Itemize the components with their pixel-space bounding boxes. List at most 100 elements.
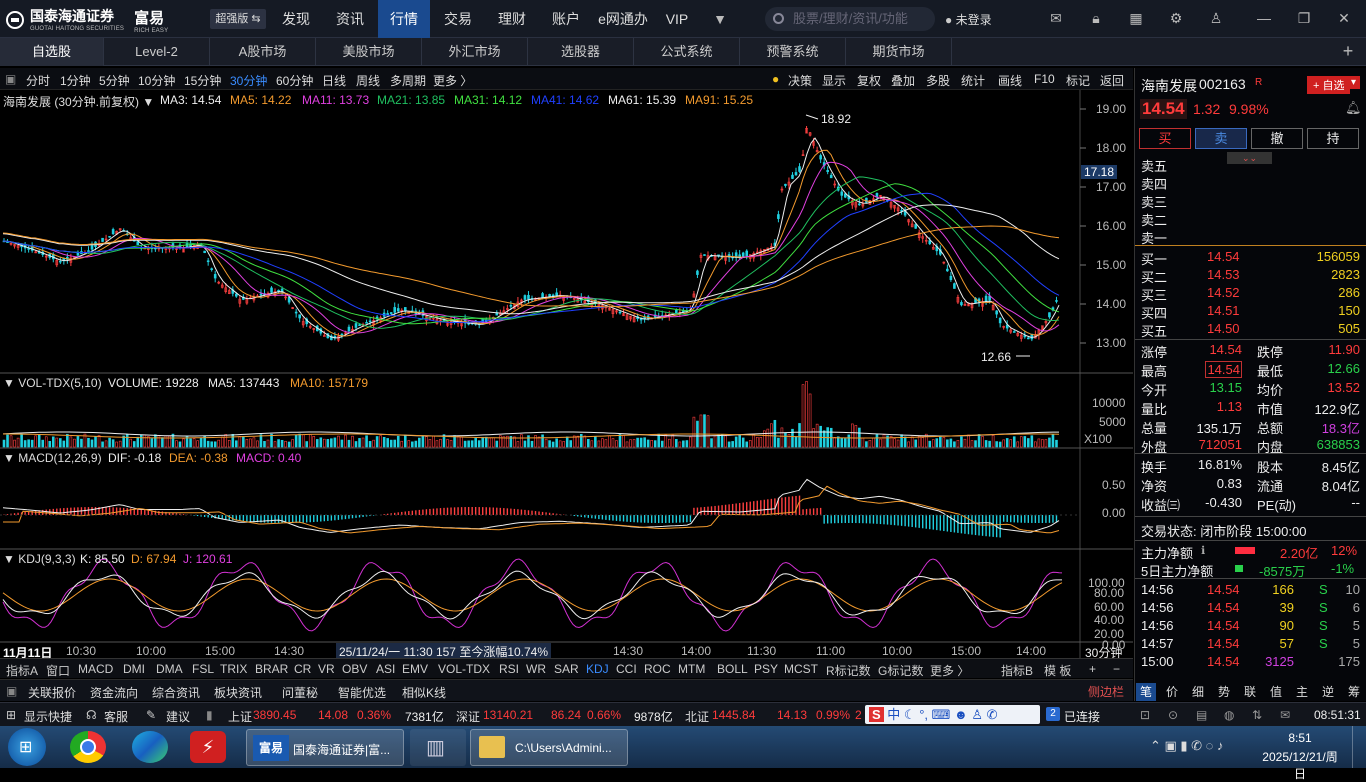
ind-sar[interactable]: SAR (554, 662, 579, 676)
close-icon[interactable]: ✕ (1338, 10, 1350, 26)
chart-title[interactable]: 海南发展 (30分钟.前复权) ▼ (3, 95, 155, 109)
chrome-icon[interactable] (70, 731, 106, 763)
ind-macd[interactable]: MACD (78, 662, 114, 676)
add-tab-icon[interactable]: + (1342, 41, 1354, 61)
tray-icon-6[interactable]: ✉ (1280, 708, 1291, 722)
period-10min[interactable]: 10分钟 (138, 74, 176, 88)
nav-trade[interactable]: 交易 (444, 11, 472, 27)
tray-icon-1[interactable]: ⊡ (1140, 708, 1151, 722)
ind-r-mark[interactable]: R标记数 (826, 664, 871, 678)
nav-market[interactable]: 行情 (378, 0, 430, 38)
decision-bulb-icon[interactable]: ● (772, 72, 780, 86)
ind-template[interactable]: 模 板 (1044, 664, 1072, 678)
tab-watchlist[interactable]: 自选股 (0, 38, 104, 66)
ind-g-mark[interactable]: G标记数 (878, 664, 924, 678)
shirt-icon[interactable]: ♙ (1209, 10, 1223, 26)
expand-icon[interactable]: ⌄⌄ (1227, 152, 1272, 164)
shortcut-toggle[interactable]: 显示快捷 (24, 710, 73, 724)
right-tab[interactable]: 势 (1217, 685, 1230, 699)
func-fund-flow[interactable]: 资金流向 (90, 686, 139, 700)
period-1min[interactable]: 1分钟 (60, 74, 91, 88)
tab-a-share[interactable]: A股市场 (210, 38, 316, 66)
sell-button[interactable]: 卖 (1195, 128, 1247, 149)
period-day[interactable]: 日线 (322, 74, 347, 88)
ind-remove[interactable]: − (1113, 662, 1121, 676)
minimize-icon[interactable]: — (1257, 10, 1271, 26)
ind-wr[interactable]: WR (526, 662, 546, 676)
ind-mtm[interactable]: MTM (678, 662, 706, 676)
add-dropdown-icon[interactable]: ▾ (1347, 76, 1361, 89)
right-tab[interactable]: 细 (1191, 685, 1204, 699)
func-related-quote[interactable]: 关联报价 (28, 686, 77, 700)
ind-kdj[interactable]: KDJ (586, 662, 609, 676)
period-timeshare[interactable]: 分时 (26, 74, 51, 88)
ind-mcst[interactable]: MCST (784, 662, 818, 676)
tray-icon-2[interactable]: ⊙ (1168, 708, 1179, 722)
period-60min[interactable]: 60分钟 (276, 74, 314, 88)
restore-icon[interactable]: ❐ (1297, 10, 1311, 26)
login-button[interactable]: ● 未登录 (945, 11, 992, 28)
sh-name[interactable]: 上证 (228, 710, 253, 724)
grid-icon[interactable]: ▦ (1129, 10, 1143, 26)
tool-multi-stock[interactable]: 多股 (926, 74, 951, 88)
right-tab[interactable]: 筹 (1347, 685, 1360, 699)
func-smart-pick[interactable]: 智能优选 (338, 686, 387, 700)
show-desktop-button[interactable] (1352, 726, 1366, 768)
sidebar-button[interactable]: 侧边栏 (1088, 685, 1125, 699)
right-tab[interactable]: 逆 (1321, 685, 1334, 699)
cancel-button[interactable]: 撤 (1251, 128, 1303, 149)
nav-ewangtong[interactable]: e网通办 (598, 11, 648, 27)
buy-button[interactable]: 买 (1139, 128, 1191, 149)
tab-stock-picker[interactable]: 选股器 (528, 38, 634, 66)
ind-asi[interactable]: ASI (376, 662, 396, 676)
headset-icon[interactable]: ☊ (86, 708, 97, 722)
tray-icon-4[interactable]: ◍ (1224, 708, 1235, 722)
panel-icon[interactable]: ▣ (6, 684, 18, 698)
nav-finance[interactable]: 理财 (498, 11, 526, 27)
ind-a[interactable]: 指标A (6, 664, 39, 678)
ind-more[interactable]: 更多 〉 (930, 664, 970, 678)
taskbar-app-files[interactable]: ▥ (410, 729, 466, 766)
tool-draw[interactable]: 画线 (998, 74, 1023, 88)
ind-emv[interactable]: EMV (402, 662, 429, 676)
tab-forex[interactable]: 外汇市场 (422, 38, 528, 66)
period-multi[interactable]: 多周期 (390, 74, 427, 88)
tool-stats[interactable]: 统计 (961, 74, 986, 88)
func-ask-secretary[interactable]: 问董秘 (282, 686, 319, 700)
tab-us-market[interactable]: 美股市场 (316, 38, 422, 66)
dropdown-icon[interactable]: ▼ (713, 11, 727, 27)
ind-brar[interactable]: BRAR (255, 662, 289, 676)
nav-discover[interactable]: 发现 (282, 11, 310, 27)
panel-toggle-icon[interactable]: ▣ (5, 72, 17, 86)
position-button[interactable]: 持 (1307, 128, 1359, 149)
suggest-link[interactable]: 建议 (166, 710, 191, 724)
ind-rsi[interactable]: RSI (499, 662, 520, 676)
ind-fsl[interactable]: FSL (192, 662, 215, 676)
bell-icon[interactable]: 🔔︎ (1345, 100, 1362, 115)
start-button[interactable]: ⊞ (8, 728, 46, 766)
tab-formula[interactable]: 公式系统 (634, 38, 740, 66)
tab-level2[interactable]: Level-2 (104, 38, 210, 66)
tool-decision[interactable]: 决策 (788, 74, 813, 88)
tool-back[interactable]: 返回 (1100, 74, 1125, 88)
ind-dma[interactable]: DMA (156, 662, 183, 676)
add-watchlist-button[interactable]: + 自选 (1307, 76, 1351, 94)
taskbar-app-explorer[interactable]: C:\Users\Admini... (470, 729, 628, 766)
service-link[interactable]: 客服 (104, 710, 129, 724)
right-tab[interactable]: 价 (1165, 685, 1178, 699)
ind-window[interactable]: 窗口 (46, 664, 71, 678)
ind-roc[interactable]: ROC (644, 662, 671, 676)
ind-obv[interactable]: OBV (342, 662, 368, 676)
tool-display[interactable]: 显示 (822, 74, 847, 88)
edition-switch[interactable]: 超强版 ⇆ (210, 9, 266, 29)
gear-icon[interactable]: ⚙ (1169, 10, 1183, 26)
ime-toolbar[interactable]: S 中 ☾ °, ⌨ ☻ ♙ ✆ (865, 705, 1040, 724)
period-15min[interactable]: 15分钟 (184, 74, 222, 88)
tray-icons[interactable]: ⌃ ▣ ▮ ✆ ◌ ♪ (1150, 738, 1224, 753)
tray-icon-3[interactable]: ▤ (1196, 708, 1208, 722)
ind-vr[interactable]: VR (318, 662, 335, 676)
ind-boll[interactable]: BOLL (717, 662, 748, 676)
nav-news[interactable]: 资讯 (336, 11, 364, 27)
tool-mark[interactable]: 标记 (1066, 74, 1091, 88)
ind-cr[interactable]: CR (294, 662, 312, 676)
